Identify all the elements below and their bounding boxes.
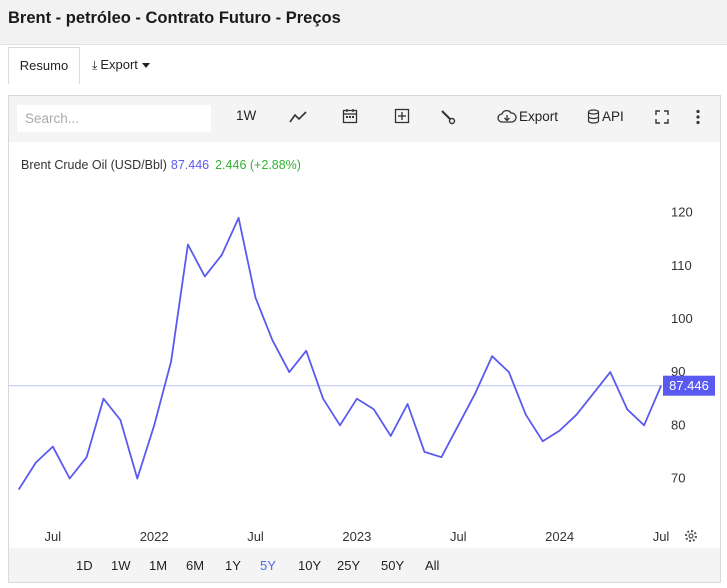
- data-point: [220, 254, 223, 256]
- data-point: [85, 456, 88, 458]
- range-button-25y[interactable]: 25Y: [337, 558, 361, 573]
- export-button[interactable]: Export: [497, 108, 558, 124]
- download-icon: ⤓: [92, 58, 98, 72]
- data-point: [305, 350, 308, 352]
- data-point: [440, 456, 443, 458]
- x-tick-label: Jul: [653, 529, 670, 544]
- legend-series-name: Brent Crude Oil (USD/Bbl): [21, 158, 167, 172]
- legend-change: 2.446 (+2.88%): [215, 158, 301, 172]
- data-point: [187, 243, 189, 246]
- chart-widget: 1W Export API Brent Cru: [8, 95, 721, 583]
- tab-export-dropdown[interactable]: ⤓ Export: [92, 47, 150, 83]
- range-button-1y[interactable]: 1Y: [225, 558, 241, 573]
- data-point: [322, 397, 324, 400]
- data-point: [541, 440, 544, 443]
- data-point: [35, 461, 37, 464]
- chart-toolbar: 1W Export API: [9, 96, 720, 142]
- data-point: [68, 477, 71, 480]
- x-tick-label: Jul: [247, 529, 264, 544]
- data-point: [153, 424, 155, 427]
- data-point: [474, 392, 476, 395]
- data-point: [525, 413, 527, 416]
- tab-bar: Resumo ⤓ Export: [8, 45, 719, 85]
- y-tick-label: 70: [671, 470, 685, 485]
- data-point: [457, 424, 460, 427]
- chevron-down-icon: [141, 63, 150, 69]
- data-point: [423, 451, 426, 453]
- data-point: [136, 477, 139, 480]
- y-tick-label: 80: [671, 417, 685, 432]
- data-point: [204, 275, 206, 278]
- drawing-tool-icon[interactable]: [440, 109, 456, 125]
- last-price-tag: [663, 375, 715, 396]
- data-point: [626, 408, 629, 411]
- data-point: [508, 371, 510, 373]
- range-button-1m[interactable]: 1M: [149, 558, 168, 573]
- data-point: [609, 371, 612, 373]
- data-point: [254, 296, 257, 299]
- data-point: [491, 355, 493, 357]
- interval-button[interactable]: 1W: [236, 108, 257, 123]
- api-button[interactable]: API: [587, 108, 624, 124]
- title-bar: Brent - petróleo - Contrato Futuro - Pre…: [0, 0, 727, 45]
- data-point: [119, 419, 122, 421]
- data-point: [356, 397, 358, 400]
- data-point: [372, 408, 375, 411]
- data-point: [575, 413, 578, 416]
- range-button-1d[interactable]: 1D: [76, 558, 93, 573]
- range-button-all[interactable]: All: [425, 558, 440, 573]
- more-icon[interactable]: [696, 109, 700, 125]
- data-point: [406, 403, 409, 405]
- data-point: [51, 445, 54, 448]
- x-tick-label: 2023: [342, 529, 371, 544]
- export-button-label: Export: [519, 108, 559, 124]
- price-chart[interactable]: 70 80 90 100 110 120 Jul 2022 Jul 2023 Jul 2024 Jul 8…: [9, 96, 720, 548]
- data-point: [558, 429, 561, 432]
- settings-gear-icon[interactable]: [685, 530, 697, 542]
- data-point: [170, 360, 172, 363]
- calendar-icon[interactable]: [342, 108, 358, 124]
- search-input[interactable]: [17, 105, 211, 132]
- data-point: [643, 424, 645, 427]
- data-point: [389, 435, 392, 437]
- price-series-line: [18, 217, 662, 490]
- x-tick-label: Jul: [44, 529, 61, 544]
- data-point: [237, 217, 240, 219]
- x-tick-label: Jul: [450, 529, 467, 544]
- legend-value: 87.446: [170, 158, 210, 172]
- add-indicator-icon[interactable]: [394, 108, 410, 124]
- cloud-download-icon: [497, 109, 517, 124]
- line-chart-icon[interactable]: [289, 110, 307, 124]
- data-point: [271, 339, 274, 342]
- range-button-50y[interactable]: 50Y: [381, 558, 405, 573]
- y-tick-label: 110: [671, 258, 692, 273]
- range-button-6m[interactable]: 6M: [186, 558, 205, 573]
- fullscreen-icon[interactable]: [655, 110, 669, 124]
- range-button-5y[interactable]: 5Y: [260, 558, 276, 573]
- data-point: [592, 392, 595, 395]
- export-label: Export: [100, 57, 138, 72]
- database-icon: [587, 109, 600, 124]
- y-tick-label: 100: [671, 311, 693, 326]
- chart-legend: Brent Crude Oil (USD/Bbl) 87.446 2.446 (+2…: [21, 158, 301, 172]
- page-title: Brent - petróleo - Contrato Futuro - Pre…: [8, 9, 341, 27]
- x-tick-label: 2024: [545, 529, 574, 544]
- range-button-10y[interactable]: 10Y: [298, 558, 322, 573]
- api-button-label: API: [602, 108, 624, 124]
- x-tick-label: 2022: [140, 529, 169, 544]
- y-tick-label: 120: [671, 205, 693, 220]
- data-point: [660, 385, 662, 387]
- data-point: [102, 397, 105, 400]
- y-tick-label: 90: [671, 364, 685, 379]
- tab-summary[interactable]: Resumo: [8, 47, 80, 84]
- range-button-1w[interactable]: 1W: [111, 558, 131, 573]
- data-point: [288, 371, 291, 373]
- data-point: [339, 424, 341, 427]
- data-point: [18, 488, 20, 490]
- last-price-label: 87.446: [669, 378, 709, 393]
- range-selector: 1D 1W 1M 6M 1Y 5Y 10Y 25Y 50Y All: [9, 548, 720, 582]
